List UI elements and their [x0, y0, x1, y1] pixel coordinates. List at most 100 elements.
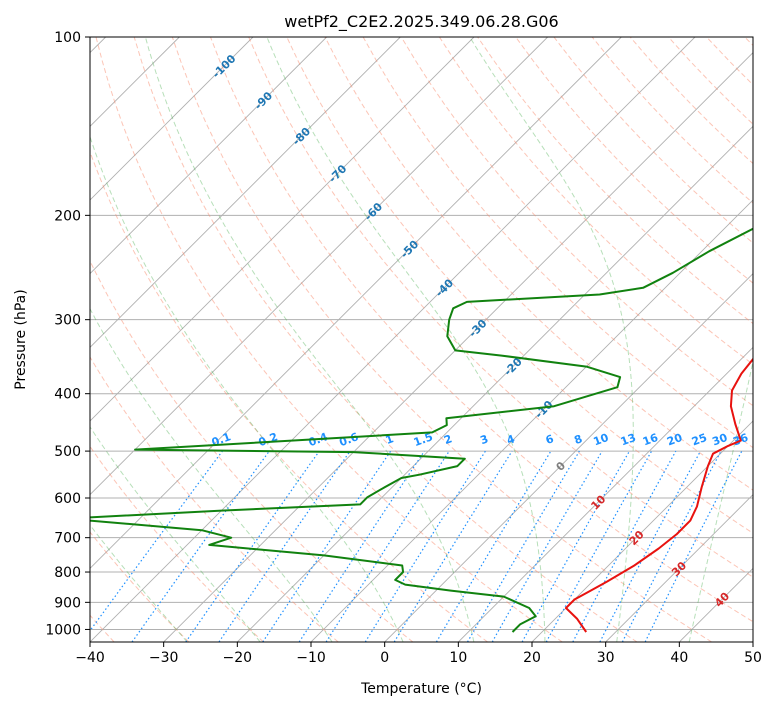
- isotherm-label: -60: [362, 200, 385, 223]
- moist-adiabat-line: [144, 37, 475, 642]
- isotherm-label: -10: [532, 398, 555, 421]
- isotherm-line: [310, 199, 753, 642]
- mixing-ratio-label: 16: [641, 431, 660, 449]
- isotherm-line: [90, 37, 622, 569]
- y-axis-label: Pressure (hPa): [13, 289, 29, 389]
- mixing-ratio-line: [599, 450, 702, 642]
- isotherm-label: -80: [290, 125, 313, 148]
- isotherm-label: 20: [627, 528, 647, 548]
- y-tick-label: 100: [54, 30, 81, 46]
- mixing-ratio-label: 8: [572, 432, 584, 447]
- isotherm-line: [90, 37, 254, 201]
- x-tick-label: 50: [744, 650, 762, 666]
- dry-adiabat-line: [133, 37, 638, 642]
- isotherm-label: 30: [669, 559, 689, 579]
- x-tick-label: 0: [380, 650, 389, 666]
- y-tick-label: 200: [54, 208, 81, 224]
- y-tick-label: 400: [54, 387, 81, 403]
- mixing-ratio-line: [218, 450, 351, 642]
- mixing-ratio-label: 2: [442, 432, 454, 447]
- isotherm-line: [679, 567, 753, 642]
- mixing-ratio-line: [90, 450, 223, 632]
- y-tick-label: 500: [54, 444, 81, 460]
- x-tick-label: −40: [75, 650, 105, 666]
- mixing-ratio-line: [185, 450, 320, 642]
- mixing-ratio-label: 13: [619, 431, 638, 448]
- mixing-ratio-label: 25: [690, 431, 709, 448]
- mixing-ratio-label: 1.5: [412, 430, 435, 449]
- moist-adiabat-line: [90, 426, 261, 642]
- x-tick-label: 10: [449, 650, 467, 666]
- mixing-ratio-label: 4: [505, 432, 517, 447]
- mixing-ratio-label: 10: [592, 431, 611, 449]
- isotherm-label: -100: [210, 52, 239, 81]
- isotherm-line: [605, 494, 753, 642]
- x-tick-label: 40: [670, 650, 688, 666]
- isotherm-label: -50: [398, 238, 421, 261]
- dry-adiabat-line: [90, 445, 264, 642]
- dry-adiabat-line: [171, 37, 712, 642]
- isotherm-line: [90, 37, 696, 642]
- x-tick-label: 30: [597, 650, 615, 666]
- mixing-ratio-line: [572, 450, 677, 642]
- mixing-ratio-line: [393, 450, 513, 642]
- isotherm-label: -70: [326, 162, 349, 185]
- y-tick-label: 300: [54, 313, 81, 329]
- mixing-ratio-line: [325, 450, 450, 642]
- axes: −40 −30 −20 −10 0 10 20 30 40 5010020030040050060…: [45, 30, 762, 666]
- mixing-ratio-label: 0.1: [210, 430, 233, 449]
- x-axis-label: Temperature (°C): [360, 681, 482, 697]
- mixing-ratio-line: [131, 450, 270, 642]
- isotherm-line: [384, 273, 753, 642]
- moist-adiabat-line: [762, 37, 775, 642]
- dry-adiabat-line: [591, 37, 753, 204]
- mixing-ratio-label: 1: [384, 432, 396, 447]
- moist-adiabat-line: [90, 135, 404, 642]
- dry-adiabat-line: [210, 37, 753, 623]
- moist-adiabat-line: [90, 307, 333, 642]
- moist-adiabat-line: [688, 359, 753, 642]
- mixing-ratio-line: [466, 450, 580, 642]
- chart-title: wetPf2_C2E2.2025.349.06.28.G06: [284, 12, 558, 32]
- dry-adiabat-line: [90, 259, 414, 642]
- mixing-ratio-label: 6: [544, 432, 556, 447]
- moist-adiabat-line: [266, 37, 546, 642]
- isotherm-line: [458, 346, 753, 642]
- mixing-ratio-label: 0.2: [257, 430, 280, 449]
- zero-isotherm-label: 0: [554, 459, 569, 474]
- isotherm-line: [531, 420, 753, 642]
- isotherm-line: [90, 37, 327, 275]
- dry-adiabat-line: [90, 531, 190, 642]
- y-tick-label: 900: [54, 595, 81, 611]
- isotherm-line: [90, 37, 548, 496]
- x-tick-label: −30: [149, 650, 179, 666]
- mixing-ratio-label: 20: [665, 431, 684, 449]
- x-tick-label: −10: [296, 650, 326, 666]
- mixing-ratio-line: [262, 450, 392, 642]
- dry-adiabat-line: [90, 150, 488, 642]
- y-tick-label: 600: [54, 491, 81, 507]
- dry-adiabat-line: [248, 37, 753, 578]
- mixing-ratio-line: [545, 450, 653, 642]
- mixing-ratio-label: 0.6: [338, 430, 361, 449]
- temperature-profile-line: [565, 357, 753, 633]
- dry-adiabat-line: [477, 37, 753, 325]
- mixing-ratio-label: 30: [710, 431, 729, 449]
- y-tick-label: 1000: [45, 622, 81, 638]
- dry-adiabat-line: [400, 37, 753, 407]
- dry-adiabat-line: [706, 37, 753, 86]
- dry-adiabat-line: [744, 37, 753, 47]
- isotherm-label: -40: [433, 276, 456, 299]
- isotherm-line: [237, 125, 753, 642]
- isotherm-line: [752, 641, 753, 642]
- isotherm-label: 10: [588, 492, 608, 512]
- mixing-ratio-line: [521, 450, 631, 642]
- moist-adiabat-line: [469, 37, 634, 642]
- isotherm-line: [90, 37, 475, 422]
- dry-adiabat-line: [90, 356, 339, 642]
- dry-adiabat-line: [362, 37, 753, 449]
- dry-adiabat-line: [95, 37, 563, 642]
- plot-frame: [89, 36, 754, 643]
- isotherm-line: [163, 52, 753, 642]
